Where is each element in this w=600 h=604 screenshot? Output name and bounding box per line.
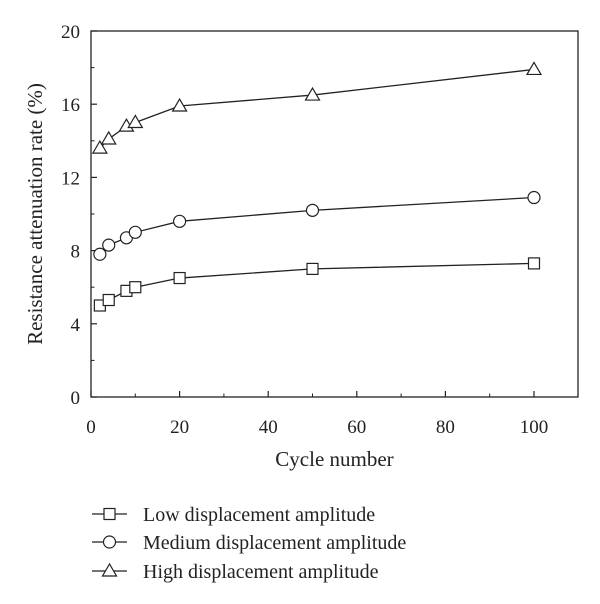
legend-item-high: High displacement amplitude — [92, 561, 379, 583]
data-point-triangle — [304, 86, 321, 101]
y-tick-label: 8 — [71, 242, 81, 263]
x-tick-label: 40 — [259, 417, 278, 438]
data-point-triangle — [100, 130, 117, 145]
y-axis-title: Resistance attenuation rate (%) — [23, 83, 47, 345]
legend-marker-circle — [102, 535, 117, 549]
x-axis-title: Cycle number — [275, 447, 393, 471]
data-point-square — [173, 271, 186, 285]
data-point-triangle — [171, 97, 188, 112]
x-tick-label: 60 — [347, 417, 366, 438]
data-point-square — [527, 257, 541, 270]
legend-marker-triangle — [101, 562, 118, 577]
data-point-square — [102, 293, 115, 307]
legend-label-medium: Medium displacement amplitude — [143, 532, 406, 554]
data-point-square — [129, 281, 142, 294]
data-point-circle — [527, 190, 541, 205]
x-tick-label: 20 — [170, 417, 189, 438]
data-point-circle — [102, 238, 116, 252]
data-point-triangle — [127, 114, 144, 129]
legend-label-low: Low displacement amplitude — [143, 504, 375, 526]
x-tick-label: 0 — [86, 417, 96, 438]
data-point-triangle — [525, 61, 543, 76]
data-point-circle — [305, 203, 320, 217]
y-tick-label: 0 — [71, 388, 81, 409]
y-axis: 0 4 8 12 16 20 — [61, 22, 97, 409]
plot-frame — [90, 30, 579, 398]
x-tick-label: 80 — [436, 417, 455, 438]
series-layer — [91, 61, 543, 312]
data-point-circle — [93, 247, 107, 261]
x-tick-label: 100 — [520, 417, 549, 438]
data-point-circle — [128, 225, 142, 239]
data-point-square — [306, 262, 319, 275]
legend-label-high: High displacement amplitude — [143, 561, 379, 583]
series-triangle — [91, 61, 543, 154]
legend-marker-square — [103, 507, 116, 521]
legend: Low displacement amplitude Medium displa… — [92, 504, 406, 583]
series-circle — [93, 190, 541, 261]
data-point-circle — [173, 214, 187, 228]
plot-border — [90, 30, 579, 398]
x-axis: 0 20 40 60 80 100 — [86, 391, 548, 438]
series-square — [93, 257, 541, 312]
y-tick-label: 12 — [61, 168, 80, 189]
series-line — [99, 68, 535, 149]
data-point-triangle — [91, 139, 108, 154]
y-tick-label: 20 — [61, 22, 80, 43]
y-tick-label: 4 — [71, 315, 81, 336]
legend-item-low: Low displacement amplitude — [92, 504, 375, 526]
legend-item-medium: Medium displacement amplitude — [92, 532, 406, 554]
y-tick-label: 16 — [61, 95, 80, 116]
